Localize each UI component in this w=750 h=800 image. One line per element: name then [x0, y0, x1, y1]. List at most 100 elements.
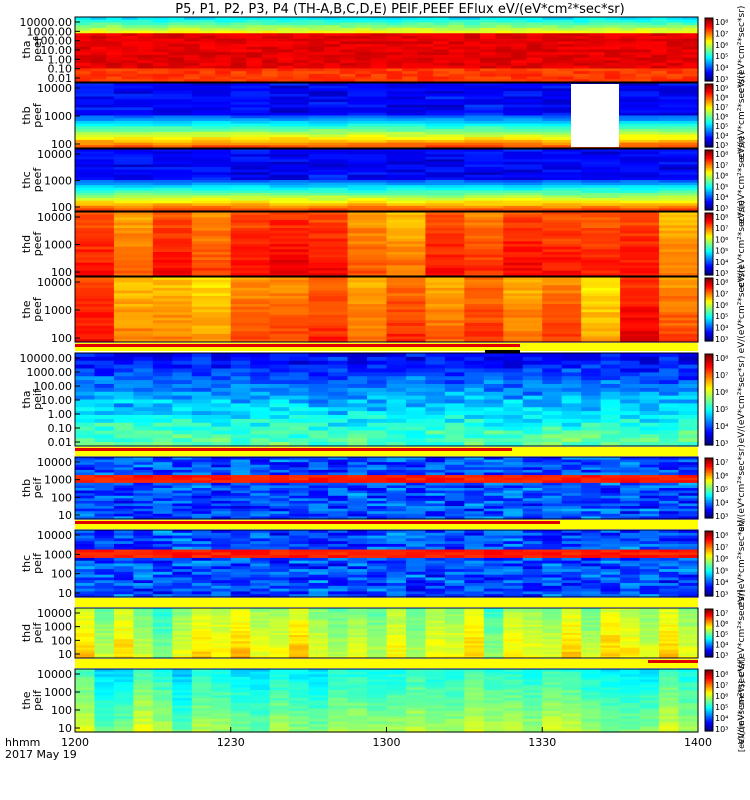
- spectrogram-cell: [425, 244, 465, 248]
- spectrogram-cell: [199, 35, 216, 40]
- spectrogram-cell: [339, 73, 356, 78]
- spectrogram-cell: [386, 156, 427, 160]
- spectrogram-cell: [308, 495, 329, 499]
- spectrogram-cell: [620, 353, 641, 358]
- spectrogram-cell: [682, 44, 699, 48]
- spectrogram-cell: [620, 27, 637, 32]
- spectrogram-cell: [308, 290, 349, 294]
- spectrogram-cell: [246, 63, 263, 67]
- spectrogram-cell: [464, 535, 485, 539]
- spectrogram-cell: [277, 46, 294, 51]
- spectrogram-cell: [75, 530, 96, 534]
- spectrogram-cell: [230, 407, 251, 412]
- spectrogram-cell: [417, 60, 434, 64]
- spectrogram-cell: [503, 500, 524, 505]
- spectrogram-cell: [635, 30, 652, 34]
- spectrogram-cell: [75, 167, 115, 171]
- spectrogram-cell: [651, 46, 668, 51]
- spectrogram-cell: [581, 252, 621, 256]
- spectrogram-cell: [425, 407, 446, 412]
- spectrogram-cell: [433, 35, 450, 40]
- spectrogram-cell: [94, 580, 115, 584]
- spectrogram-cell: [168, 33, 185, 37]
- spectrogram-cell: [113, 430, 135, 435]
- spectrogram-cell: [113, 546, 135, 551]
- spectrogram-cell: [573, 19, 590, 24]
- spectrogram-cell: [511, 30, 528, 34]
- spectrogram-cell: [94, 488, 115, 492]
- spectrogram-cell: [75, 35, 92, 40]
- spectrogram-cell: [211, 368, 232, 373]
- colorbar-step: [705, 256, 713, 259]
- spectrogram-cell: [113, 277, 154, 281]
- spectrogram-cell: [269, 530, 290, 534]
- panel-probe-label: tha: [20, 390, 33, 408]
- spectrogram-cell: [479, 33, 497, 37]
- spectrogram-cell: [425, 328, 465, 332]
- spectrogram-cell: [230, 290, 271, 294]
- spectrogram-cell: [289, 430, 310, 435]
- spectrogram-cell: [328, 549, 349, 553]
- spectrogram-cell: [542, 442, 563, 447]
- spectrogram-cell: [425, 323, 465, 327]
- spectrogram-cell: [328, 462, 349, 466]
- spectrogram-cell: [269, 577, 290, 581]
- spectrogram-cell: [620, 159, 660, 163]
- spectrogram-cell: [367, 490, 388, 494]
- spectrogram-cell: [113, 139, 154, 144]
- spectrogram-cell: [386, 101, 427, 106]
- spectrogram-cell: [581, 195, 621, 199]
- spectrogram-cell: [121, 76, 138, 80]
- spectrogram-cell: [215, 65, 232, 70]
- spectrogram-cell: [561, 500, 582, 505]
- spectrogram-cell: [682, 46, 699, 51]
- spectrogram-cell: [386, 73, 403, 78]
- spectrogram-cell: [230, 325, 271, 330]
- spectrogram-cell: [503, 228, 543, 232]
- spectrogram-cell: [172, 376, 193, 381]
- spectrogram-cell: [211, 422, 232, 428]
- spectrogram-cell: [620, 328, 660, 332]
- spectrogram-cell: [94, 391, 115, 397]
- spectrogram-cell: [581, 475, 602, 479]
- spectrogram-cell: [651, 35, 668, 40]
- spectrogram-cell: [191, 205, 232, 210]
- spectrogram-cell: [75, 585, 96, 590]
- spectrogram-cell: [386, 336, 427, 340]
- spectrogram-cell: [503, 192, 543, 197]
- spectrogram-cell: [289, 403, 310, 408]
- spectrogram-cell: [94, 566, 115, 570]
- spectrogram-cell: [106, 25, 123, 29]
- spectrogram-cell: [386, 591, 407, 595]
- spectrogram-cell: [113, 112, 154, 117]
- spectrogram-cell: [405, 583, 427, 587]
- spectrogram-cell: [425, 475, 446, 479]
- spectrogram-cell: [542, 490, 563, 494]
- spectrogram-cell: [405, 356, 427, 362]
- spectrogram-cell: [581, 459, 602, 463]
- spectrogram-cell: [464, 260, 504, 264]
- spectrogram-cell: [250, 555, 271, 559]
- spectrogram-cell: [417, 76, 434, 80]
- spectrogram-cell: [191, 457, 212, 461]
- spectrogram-cell: [573, 49, 590, 53]
- spectrogram-cell: [211, 588, 232, 593]
- spectrogram-cell: [211, 480, 232, 484]
- spectrogram-cell: [168, 65, 185, 70]
- spectrogram-cell: [328, 403, 349, 408]
- spectrogram-cell: [75, 273, 115, 277]
- spectrogram-cell: [191, 212, 232, 216]
- spectrogram-cell: [106, 19, 123, 24]
- spectrogram-cell: [133, 511, 154, 515]
- spectrogram-cell: [191, 88, 232, 92]
- spectrogram-cell: [425, 535, 446, 539]
- colorbar-step: [705, 40, 713, 43]
- spectrogram-cell: [191, 252, 232, 256]
- spectrogram-cell: [635, 54, 652, 59]
- spectrogram-cell: [405, 477, 427, 481]
- spectrogram-cell: [503, 475, 524, 479]
- spectrogram-cell: [184, 54, 201, 59]
- spectrogram-cell: [355, 27, 372, 32]
- spectrogram-cell: [347, 583, 368, 587]
- spectrogram-cell: [659, 195, 699, 199]
